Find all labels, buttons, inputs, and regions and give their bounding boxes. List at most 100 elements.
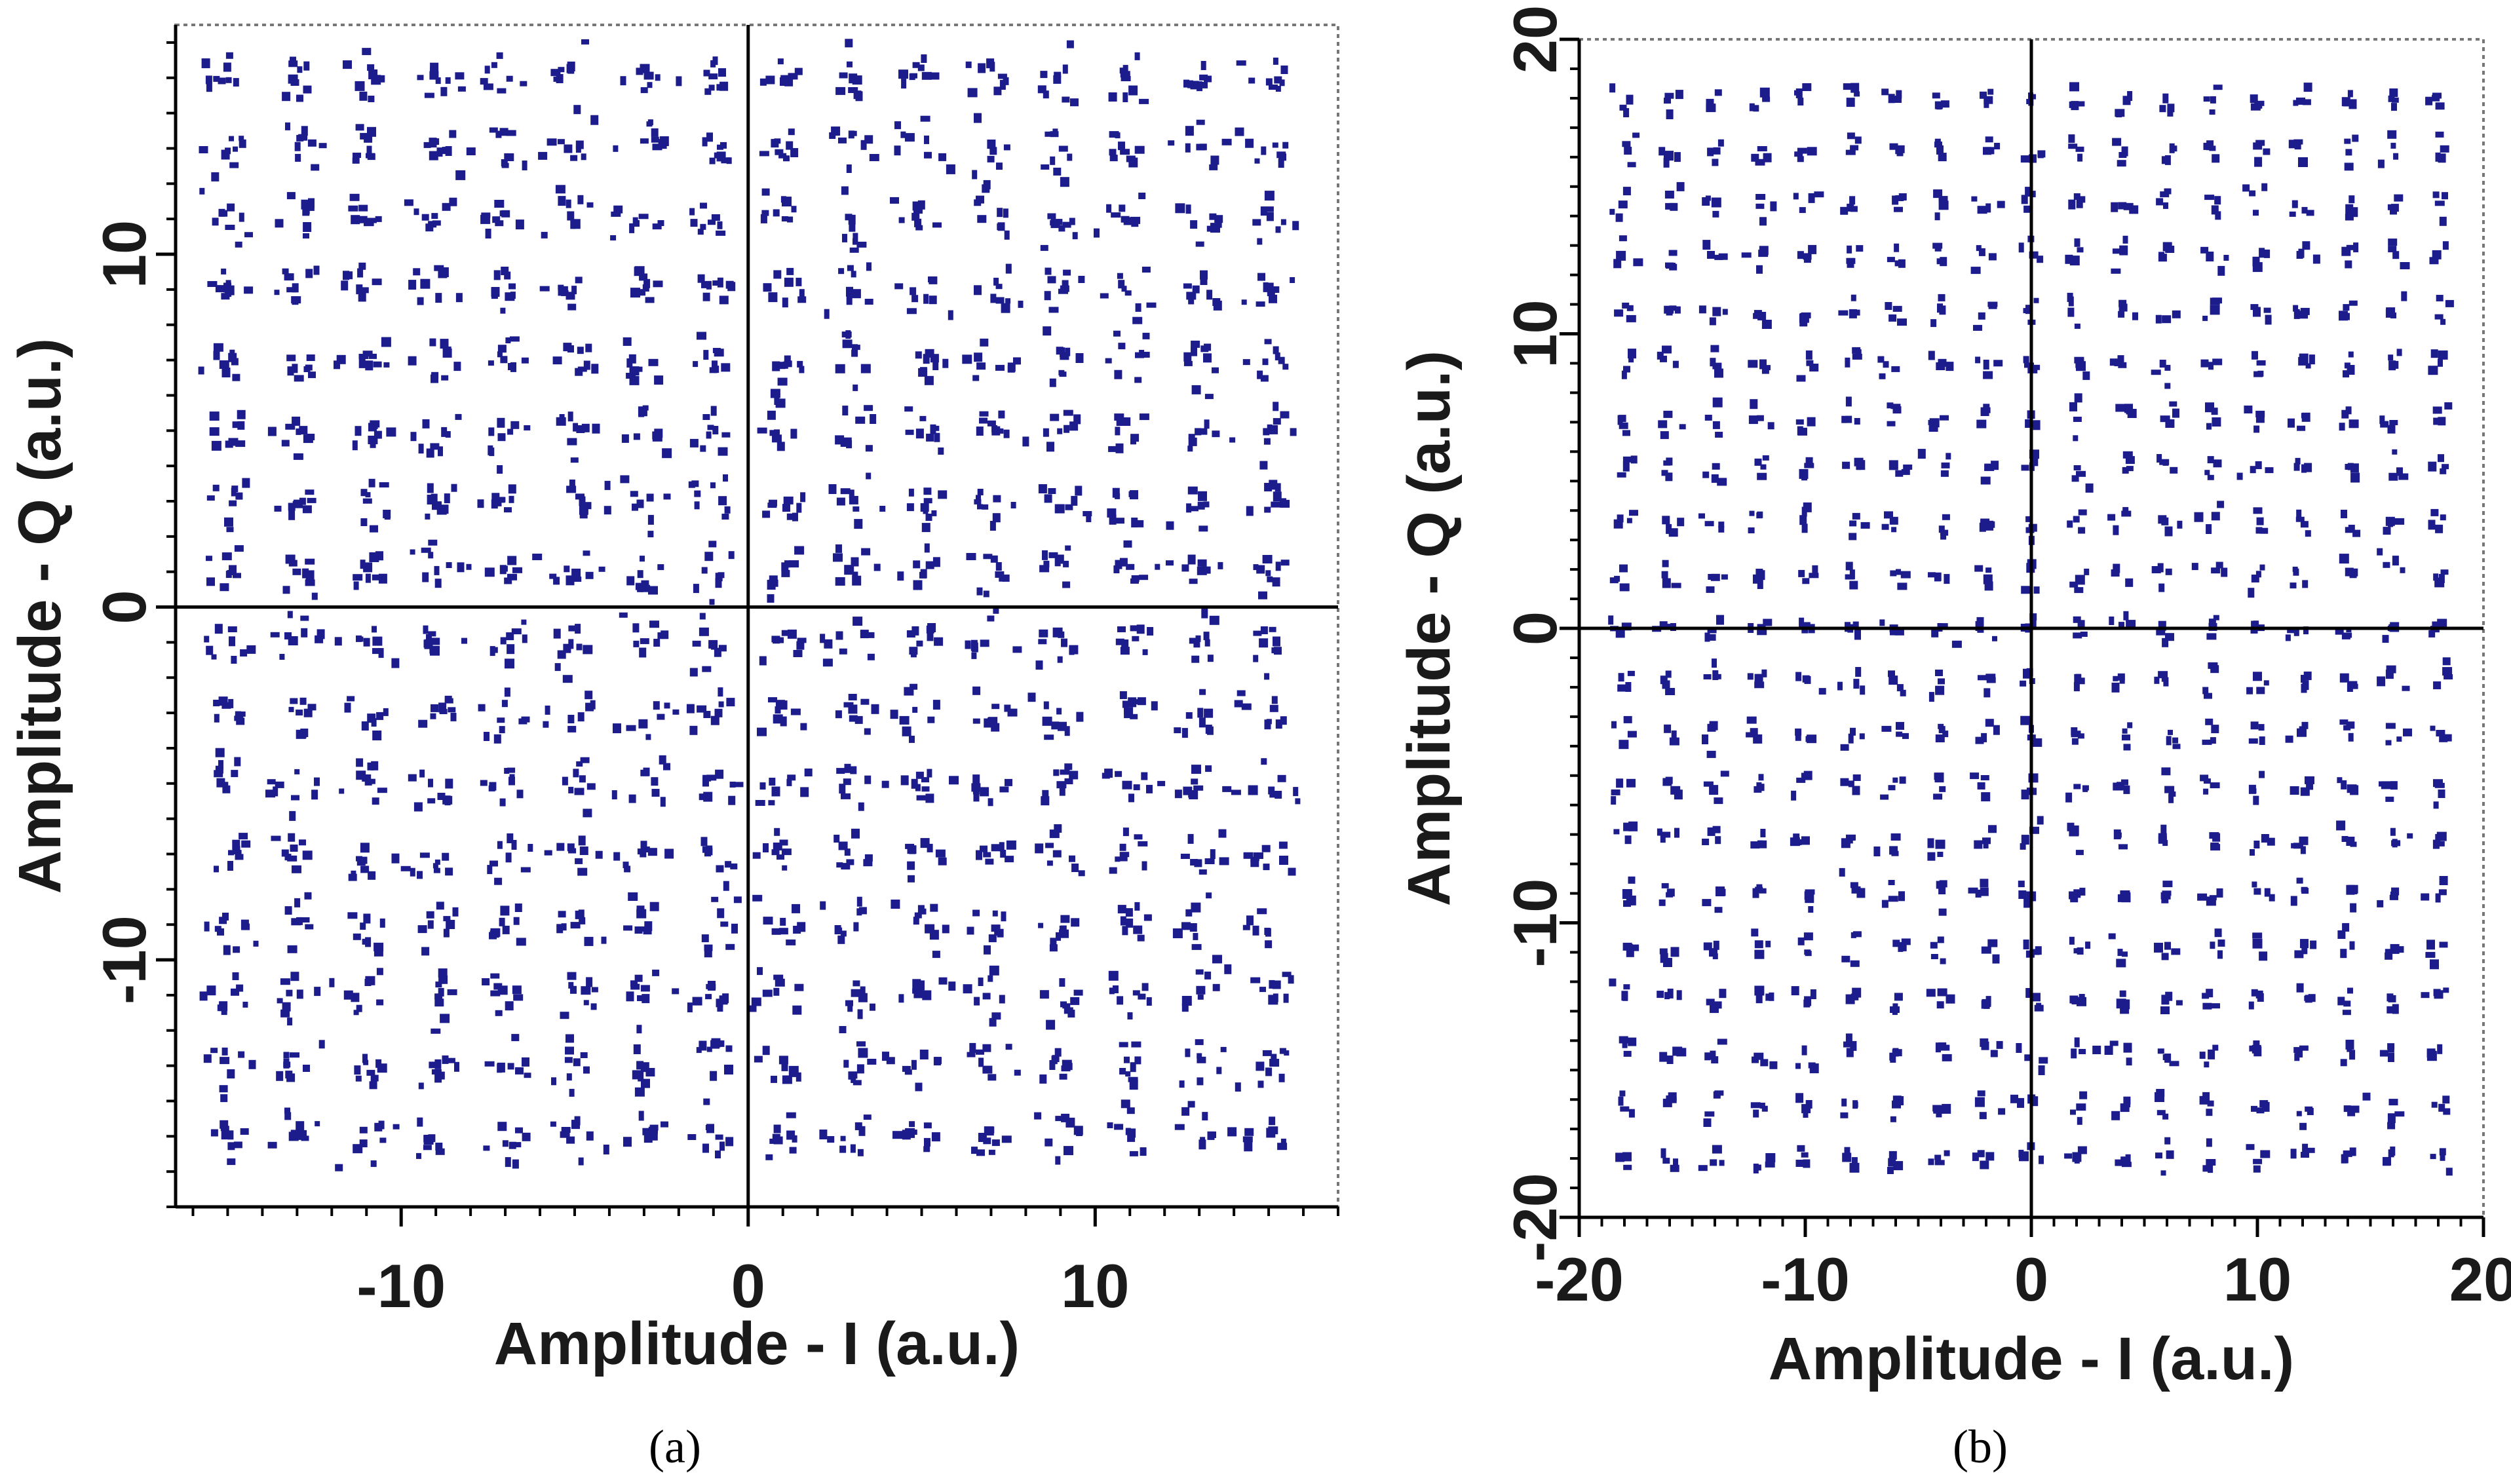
- scatter-point: [1119, 691, 1127, 699]
- scatter-point: [1052, 128, 1058, 137]
- scatter-point: [2073, 417, 2082, 422]
- scatter-point: [842, 339, 853, 349]
- scatter-point: [581, 153, 586, 161]
- scatter-point: [642, 847, 650, 852]
- scatter-point: [633, 1044, 641, 1054]
- scatter-point: [1126, 918, 1134, 928]
- scatter-point: [2349, 1050, 2356, 1060]
- scatter-point: [512, 985, 522, 995]
- scatter-point: [1198, 560, 1204, 566]
- scatter-point: [316, 629, 325, 639]
- scatter-point: [919, 1050, 929, 1059]
- scatter-point: [768, 292, 778, 303]
- scatter-point: [2341, 780, 2347, 790]
- scatter-point: [1754, 681, 1765, 689]
- scatter-point: [897, 571, 904, 581]
- scatter-point: [381, 337, 391, 347]
- scatter-point: [1280, 219, 1286, 225]
- y-tick-label: 0: [1501, 611, 1569, 645]
- scatter-point: [1761, 669, 1767, 677]
- scatter-point: [1803, 999, 1811, 1008]
- scatter-point: [1850, 294, 1856, 301]
- scatter-point: [335, 1164, 343, 1171]
- scatter-point: [864, 775, 872, 784]
- scatter-point: [972, 909, 980, 917]
- scatter-point: [2256, 360, 2266, 366]
- scatter-point: [1712, 463, 1720, 470]
- scatter-point: [1714, 368, 1723, 378]
- scatter-point: [1795, 88, 1803, 98]
- scatter-point: [577, 867, 588, 876]
- scatter-point: [315, 1121, 320, 1127]
- scatter-point: [1658, 147, 1666, 156]
- scatter-point: [2251, 1105, 2257, 1112]
- scatter-point: [1709, 785, 1719, 795]
- scatter-point: [370, 1160, 377, 1168]
- scatter-point: [699, 627, 709, 636]
- scatter-point: [1190, 220, 1198, 229]
- scatter-point: [2343, 1105, 2351, 1113]
- scatter-point: [1630, 455, 1638, 464]
- scatter-point: [904, 406, 913, 412]
- scatter-point: [653, 639, 661, 647]
- scatter-point: [515, 1127, 523, 1133]
- scatter-point: [484, 732, 489, 741]
- scatter-point: [1889, 516, 1898, 525]
- scatter-point: [706, 1046, 712, 1052]
- scatter-point: [1930, 942, 1938, 949]
- scatter-point: [356, 1004, 362, 1012]
- scatter-point: [652, 431, 661, 440]
- scatter-point: [1662, 345, 1672, 354]
- scatter-point: [2075, 850, 2084, 856]
- scatter-point: [1116, 419, 1126, 426]
- scatter-point: [1209, 213, 1217, 220]
- scatter-point: [215, 285, 224, 293]
- scatter-point: [275, 781, 284, 788]
- scatter-point: [1845, 574, 1854, 580]
- scatter-point: [2156, 1110, 2166, 1116]
- scatter-point: [976, 495, 981, 503]
- scatter-point: [1064, 778, 1073, 784]
- scatter-point: [778, 637, 784, 643]
- scatter-point: [987, 420, 996, 427]
- scatter-point: [1994, 143, 2001, 149]
- scatter-point: [858, 1048, 868, 1058]
- scatter-point: [1664, 92, 1674, 99]
- scatter-point: [441, 427, 448, 437]
- scatter-point: [991, 704, 1000, 710]
- scatter-point: [711, 896, 719, 902]
- scatter-point: [988, 1126, 995, 1133]
- scatter-point: [870, 414, 877, 424]
- scatter-point: [1712, 658, 1717, 668]
- scatter-point: [502, 925, 510, 934]
- scatter-point: [648, 586, 658, 595]
- scatter-point: [2293, 463, 2300, 471]
- scatter-point: [1799, 207, 1806, 214]
- scatter-point: [1131, 1041, 1141, 1048]
- scatter-point: [629, 366, 640, 376]
- scatter-point: [437, 793, 446, 800]
- scatter-point: [1847, 203, 1854, 212]
- scatter-point: [720, 921, 729, 927]
- scatter-point: [2348, 195, 2355, 204]
- scatter-point: [1896, 90, 1902, 99]
- scatter-point: [976, 850, 982, 860]
- scatter-point: [2396, 946, 2404, 953]
- scatter-point: [923, 508, 929, 514]
- scatter-point: [445, 77, 451, 84]
- scatter-point: [1122, 92, 1128, 102]
- scatter-point: [2064, 1153, 2073, 1159]
- scatter-point: [657, 564, 664, 571]
- scatter-point: [428, 778, 433, 788]
- scatter-point: [938, 153, 947, 161]
- scatter-point: [632, 623, 640, 633]
- scatter-point: [1621, 370, 1627, 379]
- scatter-point: [690, 219, 698, 227]
- scatter-point: [2339, 423, 2345, 431]
- scatter-point: [871, 704, 879, 714]
- scatter-point: [568, 625, 575, 632]
- scatter-point: [418, 1082, 424, 1090]
- scatter-point: [219, 360, 229, 369]
- scatter-point: [980, 338, 989, 347]
- scatter-point: [495, 497, 506, 503]
